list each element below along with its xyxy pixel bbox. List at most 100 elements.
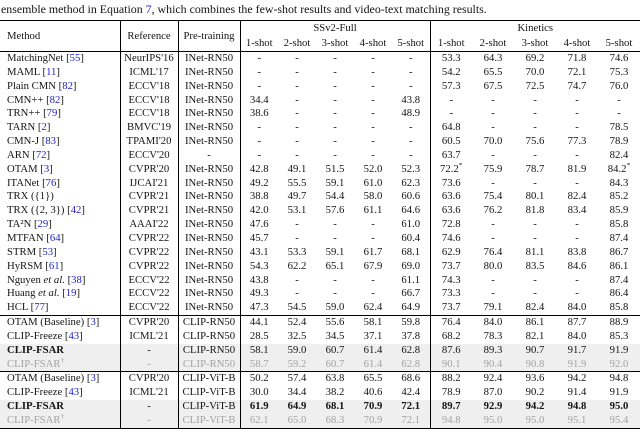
score-cell: 61.4: [354, 357, 392, 372]
citation-link[interactable]: 3: [43, 162, 50, 175]
method-cell: Plain CMN [82]: [0, 79, 121, 94]
score-cell: -: [295, 65, 299, 78]
score-cell: -: [491, 273, 495, 286]
score-cell: -: [575, 287, 579, 300]
pretraining-cell: CLIP-RN50: [178, 329, 241, 344]
method-cell: TA²N [29]: [0, 218, 121, 232]
score-cell: 80.1: [525, 190, 545, 203]
score-cell: 62.8: [392, 343, 431, 358]
score-cell: 59.0: [278, 343, 316, 358]
score-cell: -: [575, 148, 579, 161]
score-cell: 63.8: [316, 371, 354, 387]
citation-link[interactable]: 76: [45, 176, 57, 189]
score-cell: -: [333, 79, 337, 92]
citation-link[interactable]: 19: [65, 287, 77, 300]
method-cell: CLIP-FSAR†: [0, 357, 121, 372]
reference-cell: -: [120, 400, 179, 414]
score-cell: -: [491, 121, 495, 134]
score-cell: 49.3: [249, 287, 269, 300]
citation-link[interactable]: 43: [68, 329, 80, 342]
score-cell: 45.7: [249, 231, 269, 244]
score-cell: 43.8: [249, 273, 269, 286]
score-cell: 74.3: [441, 273, 461, 286]
score-cell: -: [491, 148, 495, 161]
score-cell: 57.4: [278, 371, 316, 387]
score-cell: -: [533, 121, 537, 134]
score-cell: 85.3: [609, 329, 629, 342]
citation-link[interactable]: 3: [90, 372, 96, 385]
citation-link[interactable]: 61: [48, 259, 60, 272]
score-cell: -: [491, 287, 495, 300]
score-cell: 84.0: [567, 301, 587, 314]
citation-link[interactable]: 64: [49, 231, 61, 244]
citation-link[interactable]: 2: [41, 121, 47, 134]
score-cell: 93.6: [514, 371, 556, 387]
citation-link[interactable]: 72: [35, 148, 47, 161]
score-cell: 51.5: [325, 162, 345, 175]
equation-link[interactable]: 7: [145, 2, 152, 16]
citation-link[interactable]: 79: [46, 107, 58, 120]
score-cell: 76.2: [483, 204, 503, 217]
score-cell: 72.8: [441, 218, 461, 231]
pretraining-cell: INet-RN50: [178, 79, 241, 94]
score-cell: 54.3: [249, 259, 269, 272]
score-cell: 85.2: [609, 190, 629, 203]
citation-link[interactable]: 83: [45, 135, 56, 148]
table-row: STRM [53] CVPR'22 INet-RN50 43.1 53.3 59.1 61.…: [0, 245, 640, 260]
method-cell: MAML [11]: [0, 65, 121, 80]
pretraining-cell: CLIP-ViT-B: [178, 400, 241, 414]
method-cell: CLIP-FSAR: [0, 343, 121, 358]
score-cell: 54.2: [441, 65, 461, 78]
score-cell: 83.5: [525, 259, 545, 272]
citation-link[interactable]: 29: [37, 218, 49, 231]
score-cell: 87.6: [430, 343, 472, 358]
score-cell: 90.1: [430, 357, 472, 372]
score-cell: 53.3: [441, 52, 461, 64]
score-cell: 44.1: [240, 315, 278, 330]
citation-link[interactable]: 43: [68, 386, 80, 399]
citation-link[interactable]: 55: [69, 52, 81, 64]
citation-link[interactable]: 42: [70, 204, 82, 217]
results-table: Method Reference Pre-training SSv2-Full …: [0, 20, 640, 429]
citation-link[interactable]: 53: [42, 245, 54, 258]
pretraining-cell: INet-RN50: [178, 135, 241, 149]
reference-cell: CVPR'21: [120, 204, 179, 219]
pretraining-cell: INet-RN50: [178, 231, 241, 246]
score-cell: -: [371, 65, 375, 78]
method-cell: OTAM (Baseline) [3]: [0, 315, 121, 330]
reference-cell: ECCV'22: [120, 287, 179, 302]
citation-link[interactable]: 82: [49, 93, 61, 106]
pretraining-cell: CLIP-RN50: [178, 357, 241, 372]
table-row: CLIP-FSAR - CLIP-RN50 58.1 59.0 60.7 61.4 62.8 8…: [0, 343, 640, 358]
citation-link[interactable]: 38: [71, 273, 82, 286]
score-cell: 66.7: [392, 287, 431, 302]
score-cell: -: [533, 176, 537, 189]
pretraining-cell: INet-RN50: [178, 259, 241, 274]
table-row: HyRSM [61] CVPR'22 INet-RN50 54.3 62.2 65.1 67…: [0, 259, 640, 274]
score-cell: -: [295, 107, 299, 120]
score-cell: -: [257, 52, 262, 64]
score-cell: 75.6: [525, 135, 545, 148]
score-cell: -: [533, 218, 537, 231]
score-cell: 55.6: [316, 315, 354, 330]
citation-link[interactable]: 3: [90, 316, 96, 329]
reference-cell: CVPR'22: [120, 245, 179, 260]
score-cell: 82.4: [567, 190, 587, 203]
score-cell: 70.0: [483, 135, 503, 148]
col-header-shot: 3-shot: [514, 36, 556, 52]
score-cell: -: [371, 52, 375, 64]
score-cell: 87.0: [483, 386, 503, 399]
table-row: TRX ({1}) CVPR'21 INet-RN50 38.8 49.7 54.4 58.…: [0, 190, 640, 205]
reference-cell: -: [120, 413, 179, 429]
citation-link[interactable]: 11: [46, 65, 57, 78]
col-header-shot: 5-shot: [598, 36, 640, 52]
score-cell: 91.9: [609, 386, 629, 399]
citation-link[interactable]: 82: [62, 79, 73, 92]
pretraining-cell: CLIP-RN50: [178, 343, 241, 358]
method-cell: Nguyen et al. [38]: [0, 273, 121, 288]
score-cell: 84.0: [472, 315, 514, 330]
citation-link[interactable]: 77: [34, 301, 45, 314]
score-cell: 28.5: [249, 329, 269, 342]
score-cell: -: [575, 218, 579, 231]
score-cell: 30.0: [249, 386, 269, 399]
